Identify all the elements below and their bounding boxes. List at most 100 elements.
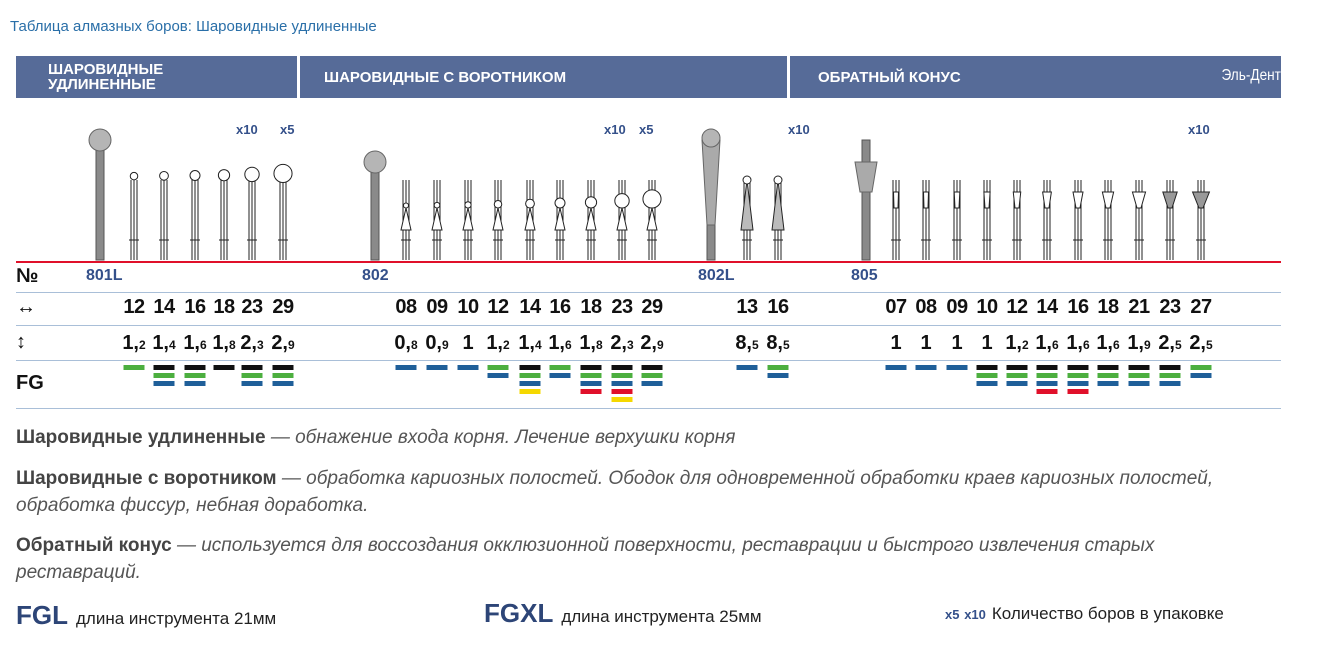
fg-grit-blue-bar — [976, 381, 998, 386]
bur-diameter: 23 — [611, 296, 633, 318]
depth-decimal: 9 — [288, 338, 295, 352]
description-term: Шаровидные удлиненные — [16, 427, 266, 448]
fg-grit-black-bar — [1067, 365, 1089, 370]
bur-shank-image — [370, 169, 380, 261]
fg-grit-yellow-bar — [611, 397, 633, 402]
divider — [16, 292, 1281, 293]
fg-grit-black-bar — [519, 365, 541, 370]
bur-diameter: 14 — [1036, 296, 1058, 318]
fg-grit-green-bar — [272, 373, 294, 378]
fg-grit-black-bar — [272, 365, 294, 370]
bur-diameter: 27 — [1190, 296, 1212, 318]
depth-decimal: 2 — [139, 338, 146, 352]
bur-head — [244, 166, 260, 183]
pack-x10: x10 — [964, 607, 986, 622]
brand-logo: Эль-Дент — [1221, 67, 1281, 84]
depth-decimal: 6 — [200, 338, 207, 352]
bur-diameter: 16 — [549, 296, 571, 318]
bur-diameter: 10 — [457, 296, 479, 318]
fg-grit-black-bar — [580, 365, 602, 370]
fg-grit-green-bar — [1067, 373, 1089, 378]
bur-shank-image — [95, 139, 105, 261]
pack-quantity: x10 — [788, 122, 810, 137]
fg-grit-blue-bar — [272, 381, 294, 386]
depth-integer: 2, — [1189, 332, 1206, 354]
bur-collar — [585, 207, 597, 231]
bur-working-length: 2,5 — [1189, 332, 1212, 355]
bur-working-length: 1,6 — [183, 332, 206, 355]
bur-diameter: 12 — [487, 296, 509, 318]
depth-integer: 1, — [1127, 332, 1144, 354]
bur-collar — [616, 207, 628, 231]
bur-working-length: 1 — [462, 332, 473, 355]
bur-diameter: 13 — [736, 296, 758, 318]
row-label-diameter-icon: ↔ — [16, 296, 36, 318]
bur-head — [740, 179, 754, 231]
bur-working-length: 1 — [890, 332, 901, 355]
fg-grit-blue-bar — [457, 365, 479, 370]
depth-integer: 1 — [920, 332, 932, 354]
description-text: — обработка кариозных полостей. Ободок д… — [16, 468, 1214, 516]
description-text: — используется для воссоздания окклюзион… — [16, 535, 1155, 583]
bur-working-length: 2,9 — [271, 332, 294, 355]
bur-working-length: 2,9 — [640, 332, 663, 355]
fg-grit-blue-bar — [549, 373, 571, 378]
bur-head — [433, 201, 441, 209]
bur-head — [1012, 191, 1022, 209]
bur-diameter: 14 — [519, 296, 541, 318]
bur-working-length: 1,2 — [122, 332, 145, 355]
bur-working-length: 8,5 — [735, 332, 758, 355]
header-section-label: ШАРОВИДНЫЕ С ВОРОТНИКОМ — [324, 68, 567, 86]
pack-x5: x5 — [945, 607, 960, 622]
description-inverted-cone: Обратный конус — используется для воссоз… — [16, 532, 1236, 586]
header-section-inverted-cone: ОБРАТНЫЙ КОНУС — [790, 56, 1281, 98]
bur-shank-image — [861, 139, 871, 261]
bur-diameter: 07 — [885, 296, 907, 318]
depth-integer: 2, — [240, 332, 257, 354]
fg-grit-green-bar — [611, 373, 633, 378]
fg-grit-blue-bar — [426, 365, 448, 370]
bur-collar — [462, 207, 474, 231]
fgxl-text: длина инструмента 25мм — [561, 607, 762, 626]
bur-head — [584, 196, 598, 209]
depth-integer: 1 — [890, 332, 902, 354]
bur-diameter: 29 — [272, 296, 294, 318]
legend-pack: x5 x10 Количество боров в упаковке — [945, 604, 1224, 624]
bur-working-length: 1,2 — [486, 332, 509, 355]
bur-code: 802L — [698, 267, 735, 284]
header-section-label: УДЛИНЕННЫЕ — [48, 76, 156, 93]
pack-quantity: x10 — [604, 122, 626, 137]
depth-decimal: 3 — [257, 338, 264, 352]
depth-decimal: 6 — [1113, 338, 1120, 352]
bur-head — [129, 171, 139, 181]
depth-integer: 1, — [1005, 332, 1022, 354]
bur-diameter: 16 — [767, 296, 789, 318]
fg-grit-blue-bar — [519, 381, 541, 386]
row-label-number: № — [16, 265, 39, 287]
pack-quantity: x5 — [280, 122, 295, 137]
depth-integer: 1, — [579, 332, 596, 354]
bur-diameter: 09 — [426, 296, 448, 318]
bur-working-length: 1,2 — [1005, 332, 1028, 355]
header-section-label: ОБРАТНЫЙ КОНУС — [818, 68, 961, 86]
bur-diameter: 18 — [213, 296, 235, 318]
depth-decimal: 5 — [1206, 338, 1213, 352]
depth-integer: 2, — [1158, 332, 1175, 354]
depth-decimal: 9 — [1144, 338, 1151, 352]
fg-grit-blue-bar — [767, 373, 789, 378]
depth-decimal: 8 — [596, 338, 603, 352]
bur-head — [525, 198, 535, 209]
bur-working-length: 1,8 — [212, 332, 235, 355]
depth-decimal: 6 — [1083, 338, 1090, 352]
bur-working-length: 1,8 — [579, 332, 602, 355]
bur-head-image — [701, 128, 721, 148]
fg-grit-green-bar — [1097, 373, 1119, 378]
depth-decimal: 2 — [1022, 338, 1029, 352]
depth-decimal: 5 — [752, 338, 759, 352]
fg-grit-blue-bar — [736, 365, 758, 370]
bur-diameter: 14 — [153, 296, 175, 318]
bur-head — [159, 170, 169, 181]
bur-diameter: 08 — [915, 296, 937, 318]
fg-grit-green-bar — [487, 365, 509, 370]
description-term: Шаровидные с воротником — [16, 468, 277, 489]
